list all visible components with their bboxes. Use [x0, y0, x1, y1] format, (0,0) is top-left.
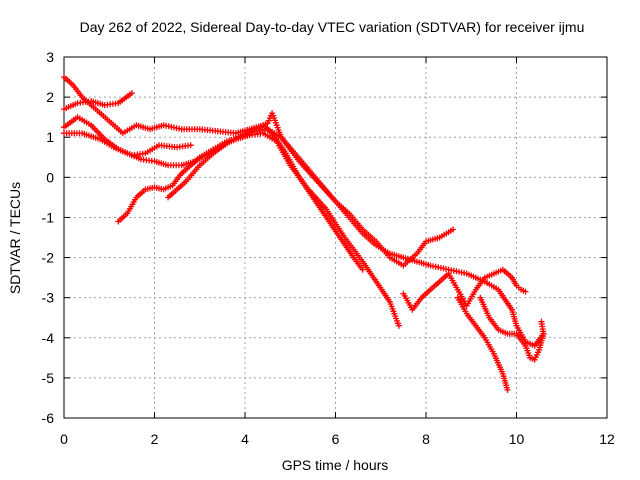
y-tick-label: 3 [46, 49, 54, 65]
chart-title: Day 262 of 2022, Sidereal Day-to-day VTE… [80, 19, 585, 35]
x-tick-label: 6 [332, 431, 340, 447]
x-tick-label: 12 [599, 431, 615, 447]
series-track-2 [61, 90, 135, 113]
y-tick-label: -3 [42, 290, 55, 306]
y-tick-label: 2 [46, 89, 54, 105]
plot-frame [63, 56, 608, 419]
x-tick-label: 2 [151, 431, 159, 447]
series-markers [165, 110, 457, 269]
series-track-8 [454, 294, 511, 393]
grid [64, 57, 607, 418]
y-tick-label: -4 [42, 330, 55, 346]
y-tick-label: 0 [46, 169, 54, 185]
x-tick-label: 10 [509, 431, 525, 447]
x-tick-label: 0 [60, 431, 68, 447]
y-tick-label: 1 [46, 129, 54, 145]
series-track-7 [400, 266, 529, 313]
y-tick-label: -5 [42, 370, 55, 386]
y-axis-label: SDTVAR / TECUs [7, 182, 23, 294]
series-markers [454, 294, 511, 393]
series-track-6 [165, 110, 457, 269]
series-markers [400, 266, 529, 313]
y-tick-label: -6 [42, 410, 55, 426]
x-tick-label: 8 [422, 431, 430, 447]
series-markers [477, 294, 547, 363]
x-axis-label: GPS time / hours [282, 457, 389, 473]
y-tick-label: -1 [42, 209, 55, 225]
y-tick-label: -2 [42, 250, 55, 266]
series-markers [61, 90, 135, 113]
series-track-5 [115, 126, 547, 349]
series-markers [115, 126, 547, 349]
data-marks [61, 74, 547, 393]
x-tick-label: 4 [241, 431, 249, 447]
series-track-9 [477, 294, 547, 363]
plot-border [63, 56, 608, 419]
